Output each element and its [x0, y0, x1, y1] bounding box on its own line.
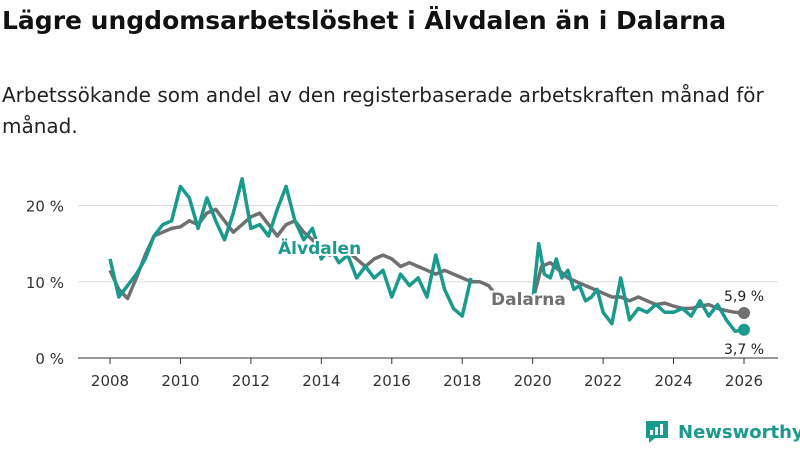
x-tick-label: 2012 [232, 372, 270, 390]
x-tick-label: 2010 [161, 372, 199, 390]
series-line-dalarna [108, 207, 745, 315]
bar-chart-logo-icon [646, 421, 668, 443]
series-line-alvdalen [108, 177, 745, 334]
y-tick-label: 0 % [35, 350, 64, 368]
series-end-point-alvdalen [738, 323, 750, 336]
x-tick-label: 2022 [584, 372, 622, 390]
x-tick-label: 2008 [91, 372, 129, 390]
x-tick-label: 2026 [725, 372, 763, 390]
x-tick-label: 2016 [373, 372, 411, 390]
newsworthy-brand[interactable]: Newsworthy [644, 419, 800, 445]
x-tick-label: 2018 [443, 372, 481, 390]
axes: 0 % 10 % 20 % 2008 2010 2012 2014 2016 2018 2020 2… [26, 198, 763, 391]
end-label-alvdalen: 3,7 % [724, 342, 764, 358]
data-labels: 5,9 % 3,7 % Älvdalen Dalarna [276, 235, 764, 358]
y-tick-label: 10 % [26, 274, 64, 292]
brand-name: Newsworthy [678, 421, 800, 443]
series-end-point-dalarna [738, 307, 750, 320]
x-tick-label: 2014 [302, 372, 340, 390]
chart-title: Lägre ungdomsarbetslöshet i Älvdalen än … [2, 6, 727, 35]
gridlines [78, 205, 778, 359]
series-lines [108, 177, 750, 336]
y-tick-label: 20 % [26, 198, 64, 216]
chart-subtitle: Arbetssökande som andel av den registerb… [2, 83, 764, 138]
x-tick-label: 2020 [514, 372, 552, 390]
x-tick-label: 2024 [654, 372, 692, 390]
end-label-dalarna: 5,9 % [724, 289, 764, 305]
series-label-dalarna: Dalarna [491, 290, 566, 310]
series-label-alvdalen: Älvdalen [278, 237, 361, 259]
